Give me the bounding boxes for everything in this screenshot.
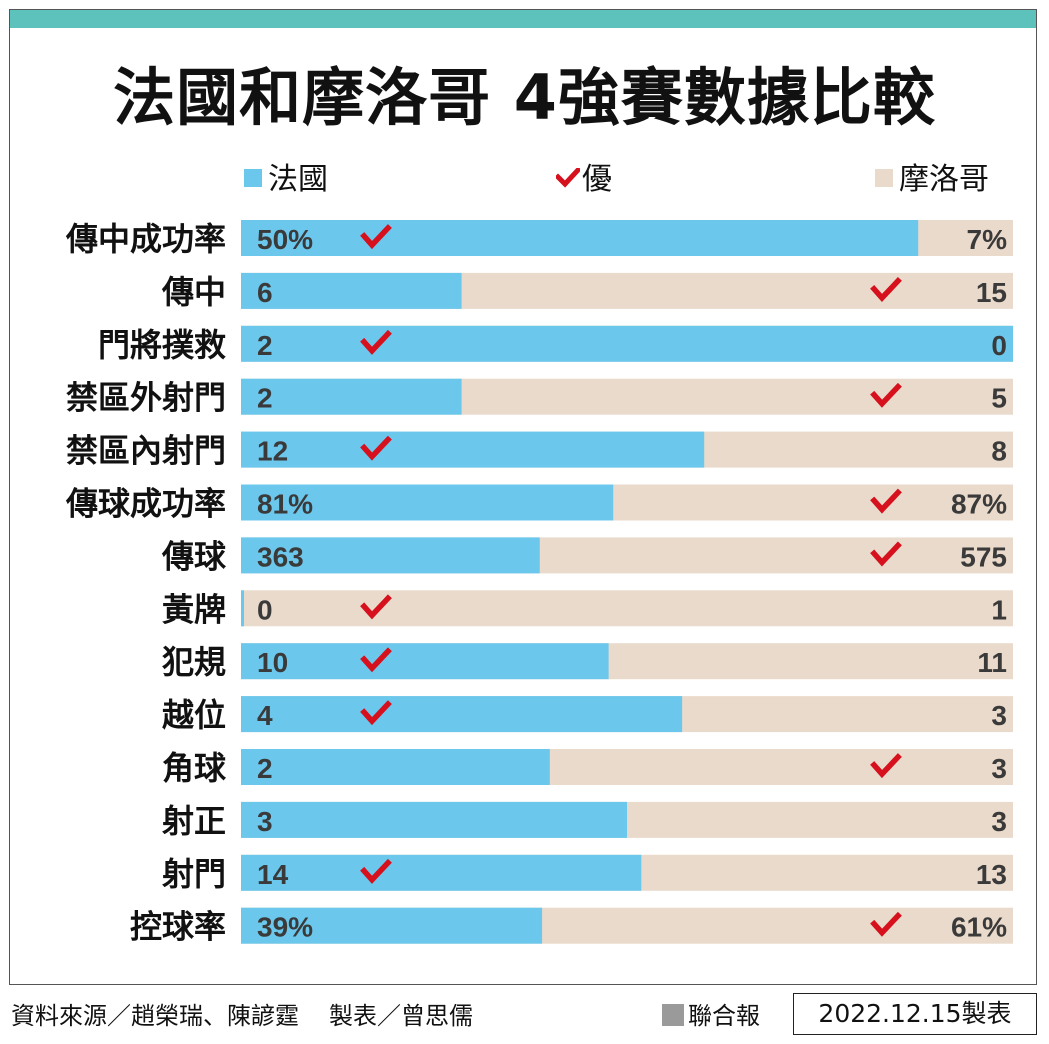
morocco-value: 3 xyxy=(991,700,1007,731)
brand-mark-icon xyxy=(662,1004,684,1026)
row-label: 門將撲救 xyxy=(98,326,226,364)
check-icon xyxy=(360,647,392,673)
france-value: 0 xyxy=(257,594,273,625)
check-icon xyxy=(870,488,902,514)
france-value: 12 xyxy=(257,436,288,467)
legend-france-swatch xyxy=(244,168,262,187)
france-bar xyxy=(241,537,540,574)
row-label: 角球 xyxy=(162,749,227,787)
france-value: 2 xyxy=(257,753,273,784)
row-label: 傳球 xyxy=(161,537,227,575)
check-icon xyxy=(360,435,392,461)
morocco-value: 7% xyxy=(967,224,1008,255)
row-label: 控球率 xyxy=(130,908,226,946)
legend-morocco: 摩洛哥 xyxy=(875,160,989,200)
france-value: 10 xyxy=(257,647,288,678)
check-icon xyxy=(360,594,392,620)
row-label: 禁區內射門 xyxy=(66,432,226,470)
morocco-value: 5 xyxy=(991,383,1007,414)
row-label: 傳球成功率 xyxy=(65,485,226,523)
morocco-value: 87% xyxy=(951,489,1007,520)
footer-maker: 製表／曾思儒 xyxy=(329,1002,473,1030)
france-bar xyxy=(241,696,683,733)
morocco-value: 3 xyxy=(991,806,1007,837)
legend-morocco-label: 摩洛哥 xyxy=(899,162,989,197)
row-label: 犯規 xyxy=(162,643,226,681)
check-icon xyxy=(870,382,902,408)
footer-date: 2022.12.15製表 xyxy=(793,993,1037,1035)
check-icon xyxy=(870,541,902,567)
morocco-value: 15 xyxy=(976,277,1007,308)
france-value: 2 xyxy=(257,383,273,414)
morocco-value: 8 xyxy=(991,436,1007,467)
legend-better-label: 優 xyxy=(582,162,612,197)
france-value: 81% xyxy=(257,489,313,520)
check-icon xyxy=(360,224,392,250)
morocco-value: 11 xyxy=(977,647,1007,678)
row-label: 射門 xyxy=(161,855,226,893)
france-bar xyxy=(241,749,550,785)
france-bar xyxy=(241,220,919,256)
france-bar xyxy=(241,272,462,309)
row-label: 黃牌 xyxy=(162,590,226,628)
check-icon xyxy=(870,277,902,302)
legend-morocco-swatch xyxy=(875,168,893,187)
france-bar xyxy=(241,801,627,838)
france-value: 50% xyxy=(257,224,313,255)
france-bar xyxy=(241,590,244,627)
row-label: 禁區外射門 xyxy=(66,379,226,417)
check-icon xyxy=(556,167,580,188)
check-icon xyxy=(870,911,902,937)
morocco-value: 0 xyxy=(991,330,1007,361)
france-bar xyxy=(241,643,609,680)
france-bar xyxy=(241,907,543,944)
footer-credits: 資料來源／趙榮瑞、陳諺霆 製表／曾思儒 xyxy=(11,998,473,1034)
row-label: 射正 xyxy=(161,802,226,840)
row-label: 傳中成功率 xyxy=(65,220,226,258)
morocco-bar xyxy=(241,590,1013,627)
row-label: 越位 xyxy=(162,696,226,734)
france-bar xyxy=(241,431,705,468)
france-value: 14 xyxy=(257,859,289,890)
legend-france: 法國 xyxy=(244,160,328,200)
legend-better: 優 xyxy=(556,160,612,200)
check-icon xyxy=(870,753,902,779)
france-value: 4 xyxy=(257,700,273,731)
footer-source: 資料來源／趙榮瑞、陳諺霆 xyxy=(11,1002,299,1030)
morocco-value: 13 xyxy=(976,859,1007,890)
france-value: 363 xyxy=(257,541,304,572)
top-accent-bar xyxy=(10,10,1036,28)
footer-brand: 聯合報 xyxy=(662,998,760,1034)
footer-brand-label: 聯合報 xyxy=(688,1002,760,1030)
france-value: 3 xyxy=(257,806,273,837)
france-bar xyxy=(241,484,614,521)
france-bar xyxy=(241,325,1013,362)
france-value: 39% xyxy=(257,912,313,943)
morocco-value: 61% xyxy=(951,912,1007,943)
row-label: 傳中 xyxy=(161,273,226,311)
legend-france-label: 法國 xyxy=(268,162,328,197)
morocco-value: 1 xyxy=(991,594,1007,625)
france-bar xyxy=(241,854,642,891)
france-bar xyxy=(241,378,462,415)
france-value: 2 xyxy=(257,330,273,361)
check-icon xyxy=(360,329,392,355)
check-icon xyxy=(360,700,392,726)
morocco-value: 3 xyxy=(991,753,1007,784)
france-value: 6 xyxy=(257,277,273,308)
check-icon xyxy=(360,858,392,884)
morocco-value: 575 xyxy=(960,541,1007,572)
page-title: 法國和摩洛哥 4強賽數據比較 xyxy=(113,61,936,134)
